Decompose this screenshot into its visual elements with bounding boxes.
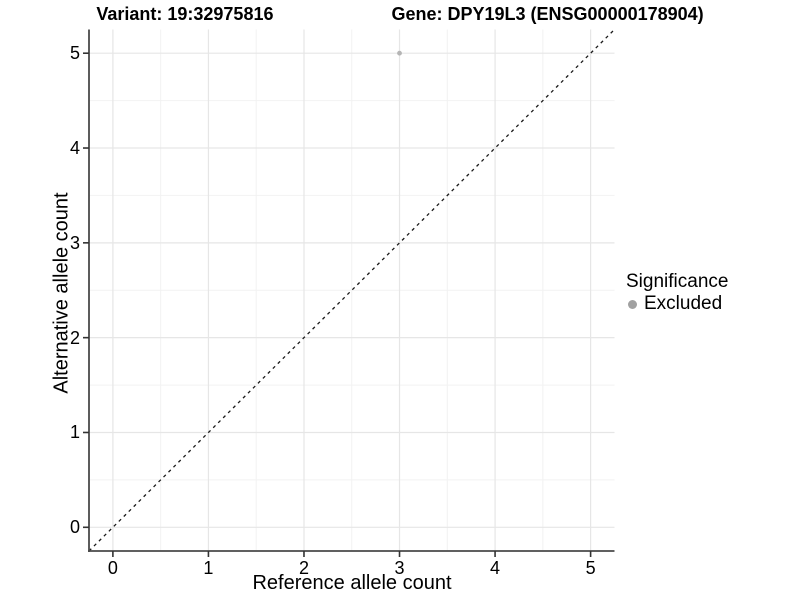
- plot-title: Variant: 19:32975816 Gene: DPY19L3 (ENSG…: [0, 4, 800, 25]
- y-tick-label-0: 0: [69, 517, 80, 538]
- identity-dashed-line: [88, 29, 615, 552]
- x-axis-title: Reference allele count: [252, 572, 452, 594]
- x-tick-label-3: 3: [394, 558, 405, 578]
- plot-title-gene: Gene: DPY19L3 (ENSG00000178904): [391, 4, 704, 24]
- legend-key-dot-icon: [628, 299, 637, 309]
- y-tick-label-4: 4: [69, 138, 80, 159]
- y-tick-label-2: 2: [69, 327, 80, 348]
- y-tick-label-5: 5: [69, 43, 80, 64]
- y-tick-label-1: 1: [69, 422, 80, 443]
- x-tick-label-5: 5: [585, 558, 596, 578]
- legend: Significance Excluded: [626, 271, 728, 314]
- legend-title: Significance: [626, 271, 729, 292]
- x-tick-label-1: 1: [203, 558, 214, 578]
- x-tick-label-0: 0: [107, 558, 118, 578]
- plot-title-variant: Variant: 19:32975816: [96, 4, 274, 24]
- legend-item-label: Excluded: [644, 293, 723, 314]
- y-axis-title: Alternative allele count: [50, 192, 73, 394]
- x-tick-label-2: 2: [298, 558, 309, 578]
- x-tick-label-4: 4: [490, 558, 501, 578]
- legend-item-excluded: Excluded: [626, 294, 728, 314]
- data-point-excluded: [397, 50, 402, 56]
- y-tick-label-3: 3: [69, 232, 80, 253]
